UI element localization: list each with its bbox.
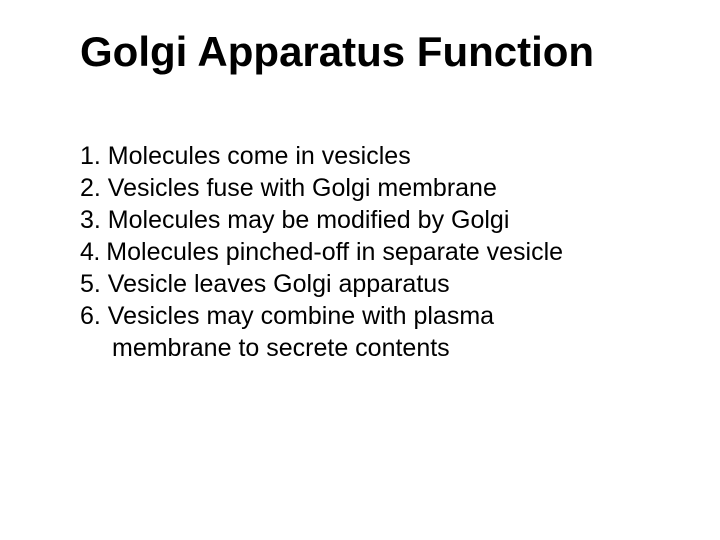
item-number: 5. — [80, 268, 108, 300]
list-item: 4. Molecules pinched-off in separate ves… — [80, 236, 672, 268]
item-number: 2. — [80, 172, 108, 204]
slide-title: Golgi Apparatus Function — [80, 28, 672, 76]
numbered-list: 1. Molecules come in vesicles 2. Vesicle… — [80, 140, 672, 364]
list-item: 2. Vesicles fuse with Golgi membrane — [80, 172, 672, 204]
item-text: Vesicles fuse with Golgi membrane — [108, 172, 672, 204]
item-text: Molecules pinched-off in separate vesicl… — [106, 236, 672, 268]
item-continuation: membrane to secrete contents — [80, 332, 672, 364]
list-item: 5. Vesicle leaves Golgi apparatus — [80, 268, 672, 300]
slide: Golgi Apparatus Function 1. Molecules co… — [0, 0, 720, 540]
item-text: Molecules may be modified by Golgi — [108, 204, 672, 236]
item-text: Molecules come in vesicles — [108, 140, 672, 172]
list-item: 6. Vesicles may combine with plasma — [80, 300, 672, 332]
item-text: Vesicle leaves Golgi apparatus — [108, 268, 672, 300]
item-text: Vesicles may combine with plasma — [108, 300, 672, 332]
item-number: 3. — [80, 204, 108, 236]
item-number: 1. — [80, 140, 108, 172]
item-number: 4. — [80, 236, 106, 268]
list-item: 3. Molecules may be modified by Golgi — [80, 204, 672, 236]
item-number: 6. — [80, 300, 108, 332]
list-item: 1. Molecules come in vesicles — [80, 140, 672, 172]
